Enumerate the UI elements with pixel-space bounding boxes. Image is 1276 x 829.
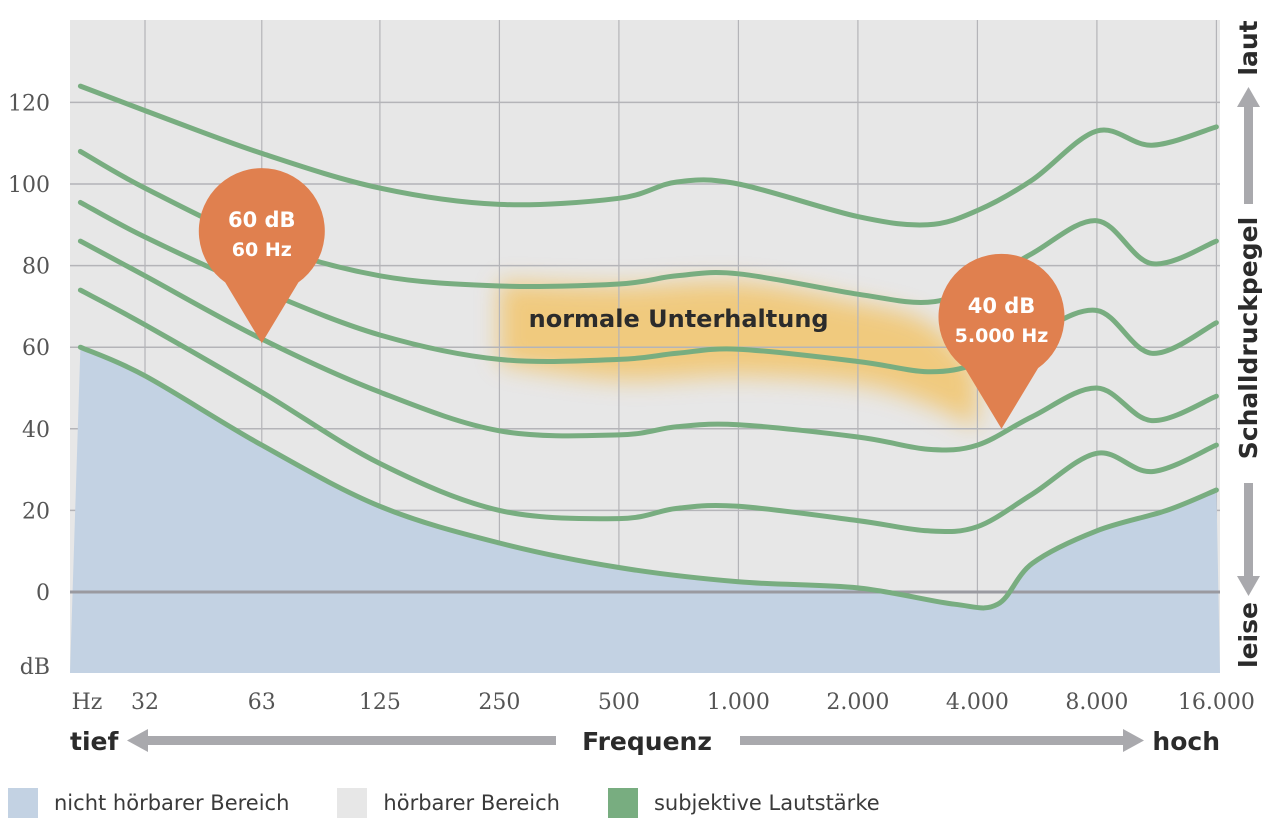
y-axis-title: Schalldruckpegel bbox=[1234, 217, 1263, 459]
y-bottom-label: leise bbox=[1234, 602, 1263, 668]
conversation-label: normale Unterhaltung bbox=[529, 305, 829, 333]
y-tick-label: 20 bbox=[22, 499, 50, 524]
x-right-label: hoch bbox=[1152, 727, 1220, 756]
x-arrow-right-head bbox=[1123, 729, 1144, 752]
marker-label: 5.000 Hz bbox=[955, 325, 1049, 347]
legend-item-audible: hörbarer Bereich bbox=[337, 788, 560, 818]
y-unit-label: dB bbox=[20, 655, 50, 680]
x-tick-label: 32 bbox=[131, 690, 159, 715]
x-tick-label: 125 bbox=[359, 690, 401, 715]
threshold-curve bbox=[77, 344, 1219, 611]
loudness-curve bbox=[77, 238, 1219, 453]
y-tick-label: 60 bbox=[22, 336, 50, 361]
x-tick-label: 1.000 bbox=[707, 690, 770, 715]
legend-item-inaudible: nicht hörbarer Bereich bbox=[8, 788, 289, 818]
y-arrow-down-shaft bbox=[1244, 483, 1253, 578]
legend-label-loudness: subjektive Lautstärke bbox=[653, 791, 880, 815]
y-tick-label: 0 bbox=[36, 581, 50, 606]
marker-pin bbox=[938, 253, 1065, 429]
marker-label: 40 dB bbox=[968, 294, 1036, 318]
legend-swatch-loudness bbox=[607, 788, 638, 818]
x-tick-label: 8.000 bbox=[1065, 690, 1128, 715]
marker-label: 60 Hz bbox=[232, 239, 292, 261]
y-tick-label: 80 bbox=[22, 255, 50, 280]
x-tick-label: 16.000 bbox=[1178, 690, 1255, 715]
x-tick-label: 2.000 bbox=[826, 690, 889, 715]
y-arrow-down-head bbox=[1237, 576, 1260, 596]
y-top-label: laut bbox=[1234, 20, 1263, 75]
y-tick-label: 100 bbox=[8, 173, 50, 198]
x-tick-label: 250 bbox=[478, 690, 520, 715]
loudness-curve bbox=[77, 83, 1219, 228]
legend-swatch-audible bbox=[337, 788, 368, 818]
legend-item-loudness: subjektive Lautstärke bbox=[607, 788, 880, 818]
x-axis-title: Frequenz bbox=[582, 727, 712, 756]
x-unit-label: Hz bbox=[72, 690, 103, 715]
y-arrow-up-head bbox=[1237, 87, 1260, 107]
legend-label-inaudible: nicht hörbarer Bereich bbox=[54, 791, 290, 815]
marker-pin bbox=[198, 168, 325, 344]
legend-swatch-inaudible bbox=[8, 788, 38, 818]
legend: nicht hörbarer Bereich hörbarer Bereich … bbox=[8, 788, 928, 818]
x-arrow-left-shaft bbox=[143, 736, 556, 745]
y-tick-label: 120 bbox=[8, 91, 50, 116]
x-tick-label: 500 bbox=[598, 690, 640, 715]
x-arrow-left-head bbox=[127, 729, 148, 752]
x-arrow-right-shaft bbox=[740, 736, 1126, 745]
x-tick-label: 63 bbox=[248, 690, 276, 715]
legend-label-audible: hörbarer Bereich bbox=[383, 791, 560, 815]
y-arrow-up-shaft bbox=[1244, 104, 1253, 204]
loudness-curve bbox=[77, 287, 1219, 535]
marker-label: 60 dB bbox=[228, 208, 296, 232]
x-left-label: tief bbox=[70, 727, 119, 756]
y-tick-label: 40 bbox=[22, 418, 50, 443]
x-tick-label: 4.000 bbox=[946, 690, 1009, 715]
